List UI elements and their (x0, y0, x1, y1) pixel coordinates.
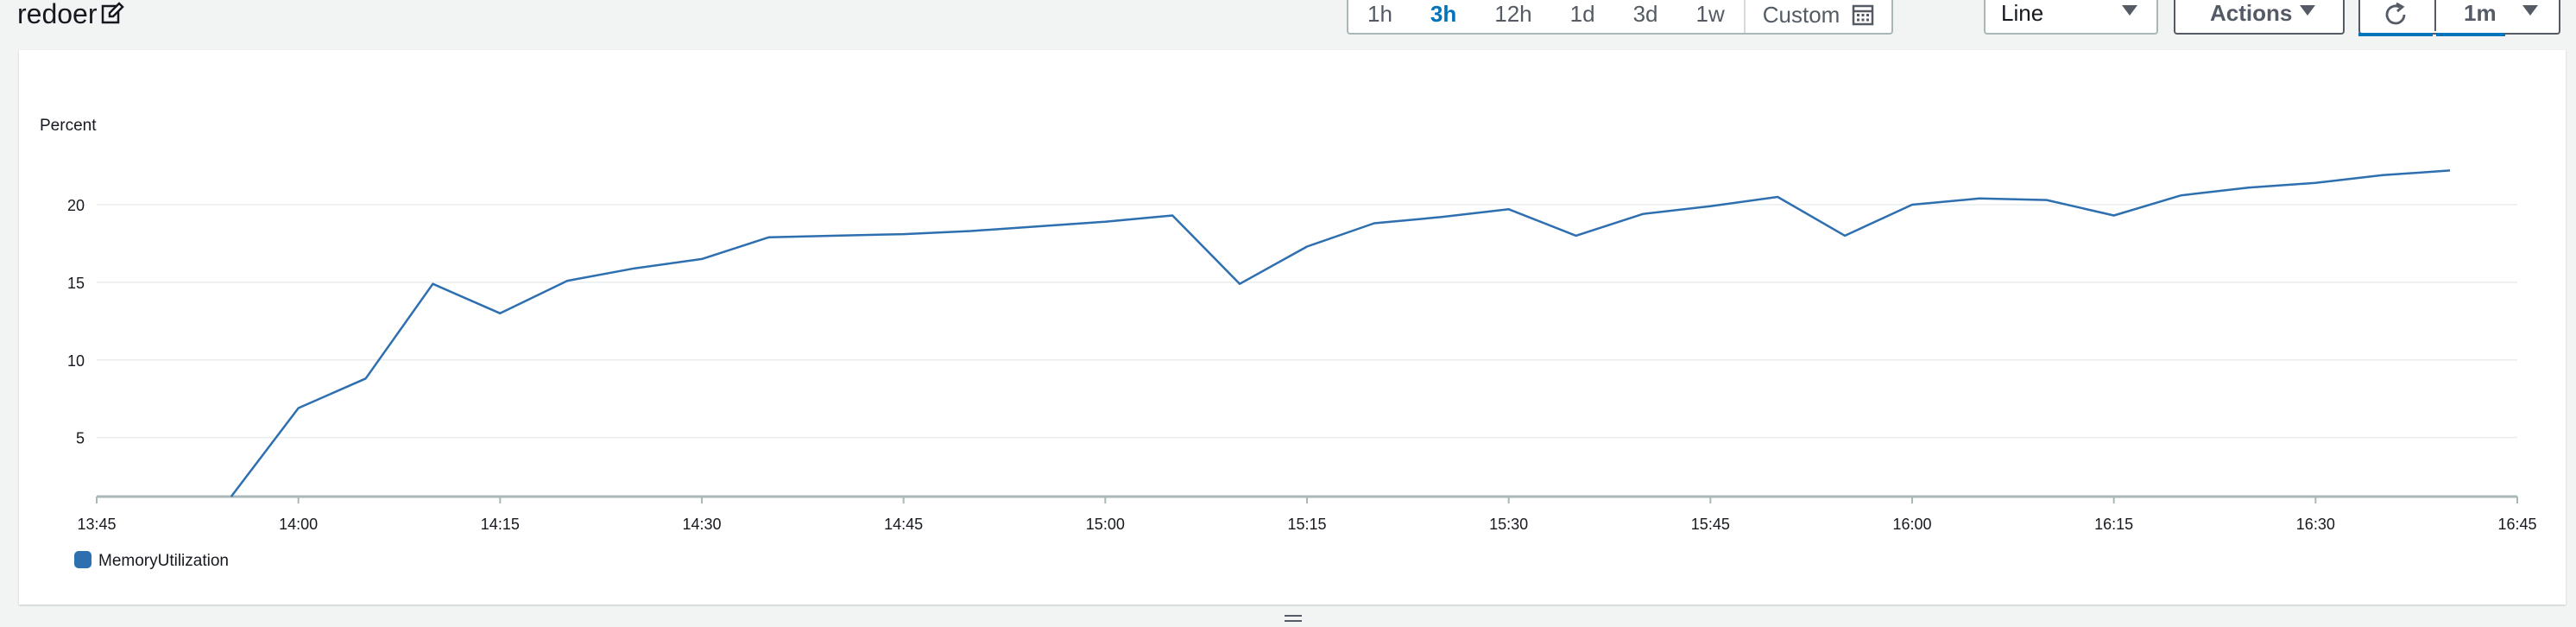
data-point[interactable] (1302, 242, 1312, 252)
data-point[interactable] (629, 263, 640, 274)
data-point[interactable] (831, 231, 842, 241)
time-range-3h[interactable]: 3h (1430, 1, 1457, 27)
caret-down-icon (2300, 5, 2315, 16)
x-tick-label: 15:00 (1086, 516, 1125, 533)
data-point[interactable] (899, 229, 909, 239)
refresh-interval-dropdown[interactable]: 1m (2436, 0, 2560, 31)
time-range-3d[interactable]: 3d (1632, 1, 1658, 27)
x-tick-label: 15:15 (1287, 516, 1326, 533)
caret-down-icon (2122, 5, 2137, 16)
interval-underline (2436, 33, 2505, 36)
data-point[interactable] (2109, 211, 2119, 221)
actions-button[interactable]: Actions (2174, 0, 2345, 35)
time-range-12h[interactable]: 12h (1494, 1, 1532, 27)
y-tick-label: 15 (67, 275, 85, 292)
dashboard-header: redoer 1h 3h 12h 1d 3d 1w Custom Line Ac… (0, 0, 2576, 48)
caret-down-icon (2522, 5, 2538, 16)
refresh-button[interactable] (2360, 0, 2436, 31)
x-tick-label: 13:45 (77, 516, 116, 533)
data-point[interactable] (1840, 231, 1850, 241)
calendar-icon (1853, 4, 1874, 26)
data-point[interactable] (1369, 218, 1380, 229)
data-point[interactable] (294, 403, 304, 414)
refresh-interval-value: 1m (2464, 0, 2497, 26)
chart-type-dropdown[interactable]: Line (1984, 0, 2158, 35)
data-point[interactable] (226, 491, 237, 502)
chart-type-value: Line (2001, 0, 2044, 26)
legend-swatch (74, 551, 92, 568)
data-point[interactable] (2310, 178, 2320, 188)
custom-range-label: Custom (1762, 2, 1840, 28)
x-tick-label: 15:30 (1489, 516, 1528, 533)
x-tick-label: 16:15 (2094, 516, 2133, 533)
y-tick-label: 20 (67, 197, 85, 214)
data-point[interactable] (764, 232, 774, 243)
refresh-button-underline (2358, 33, 2433, 36)
data-point[interactable] (1234, 279, 1245, 289)
actions-label: Actions (2210, 0, 2293, 26)
memory-utilization-chart: Percent 5 10 15 20 13:45 14:00 14:15 14:30 14:45… (40, 117, 2537, 570)
refresh-control: 1m (2358, 0, 2560, 36)
x-tick-label: 14:45 (884, 516, 923, 533)
x-tick-label: 14:00 (279, 516, 318, 533)
data-point[interactable] (2445, 165, 2455, 175)
time-range-1w[interactable]: 1w (1695, 1, 1725, 27)
data-point[interactable] (1974, 193, 1985, 204)
data-point[interactable] (1436, 212, 1447, 222)
chart-panel: Percent 5 10 15 20 13:45 14:00 14:15 14:30 14:45… (19, 50, 2566, 605)
data-point[interactable] (1772, 192, 1783, 202)
data-point[interactable] (966, 226, 976, 237)
y-tick-label: 10 (67, 352, 85, 370)
refresh-icon (2385, 2, 2406, 25)
data-point[interactable] (2243, 182, 2253, 193)
data-point[interactable] (1571, 231, 1582, 241)
data-point[interactable] (1638, 209, 1648, 219)
data-point[interactable] (427, 279, 438, 289)
data-point[interactable] (1504, 204, 1514, 214)
data-point[interactable] (1167, 211, 1178, 221)
data-point[interactable] (697, 254, 707, 264)
data-point[interactable] (1032, 221, 1043, 231)
data-point[interactable] (2042, 195, 2052, 206)
legend-label[interactable]: MemoryUtilization (98, 552, 229, 570)
data-point[interactable] (1705, 201, 1715, 212)
time-range-1d[interactable]: 1d (1569, 1, 1595, 27)
custom-range-button[interactable]: Custom (1743, 0, 1892, 33)
x-tick-label: 15:45 (1691, 516, 1730, 533)
data-point[interactable] (361, 373, 371, 383)
widget-title: redoer (17, 0, 98, 29)
x-tick-label: 14:15 (481, 516, 520, 533)
data-point[interactable] (2377, 170, 2388, 180)
x-tick-label: 16:30 (2296, 516, 2335, 533)
y-tick-label: 5 (76, 430, 85, 447)
x-tick-label: 16:45 (2497, 516, 2536, 533)
resize-handle[interactable] (1285, 615, 1302, 625)
x-tick-label: 16:00 (1892, 516, 1931, 533)
y-axis-label: Percent (40, 117, 97, 135)
data-point[interactable] (562, 276, 572, 286)
x-tick-label: 14:30 (682, 516, 721, 533)
data-point[interactable] (1100, 217, 1110, 227)
series-line-memoryutilization[interactable] (230, 169, 2451, 497)
time-range-1h[interactable]: 1h (1367, 1, 1392, 27)
data-point[interactable] (495, 308, 505, 319)
data-point[interactable] (2176, 190, 2187, 200)
edit-icon[interactable] (100, 2, 124, 26)
time-range-selector: 1h 3h 12h 1d 3d 1w Custom (1347, 0, 1894, 35)
data-point[interactable] (1907, 200, 1917, 210)
